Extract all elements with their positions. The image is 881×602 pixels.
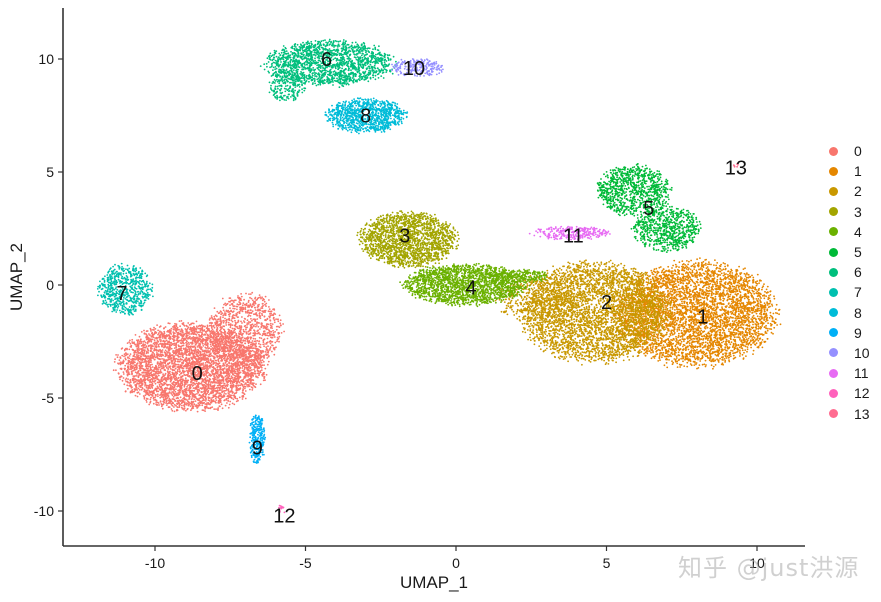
- x-axis-title: UMAP_1: [400, 573, 468, 592]
- cluster-label-12: 12: [273, 506, 295, 528]
- cluster-label-1: 1: [697, 307, 708, 329]
- legend-label: 5: [854, 244, 862, 260]
- legend-label: 4: [854, 224, 862, 240]
- legend-label: 8: [854, 305, 862, 321]
- legend-label: 11: [854, 365, 869, 381]
- y-axis-title: UMAP_2: [7, 243, 26, 311]
- x-tick-label: -5: [299, 555, 312, 571]
- legend-item-1: 1: [826, 161, 870, 181]
- legend-dot-icon: [829, 287, 838, 297]
- scatter-points: [96, 38, 782, 514]
- legend-item-6: 6: [826, 262, 870, 282]
- legend-item-3: 3: [826, 202, 870, 222]
- cluster-label-2: 2: [601, 292, 612, 314]
- legend-dot-icon: [829, 166, 838, 176]
- legend-label: 10: [854, 345, 870, 361]
- legend-item-12: 12: [826, 383, 870, 403]
- legend-dot-icon: [829, 227, 838, 237]
- cluster-label-4: 4: [465, 277, 476, 299]
- x-tick-label: 10: [749, 555, 765, 571]
- x-axis-ticks: -10 -5 0 5 10: [145, 546, 765, 571]
- legend-dot-icon: [829, 247, 838, 257]
- y-tick-label: -5: [42, 390, 55, 406]
- legend-label: 3: [854, 204, 862, 220]
- y-tick-label: -10: [34, 503, 54, 519]
- cluster-label-6: 6: [321, 49, 332, 71]
- legend-label: 2: [854, 183, 862, 199]
- legend-label: 1: [854, 163, 862, 179]
- legend-dot-icon: [829, 146, 838, 156]
- cluster-label-7: 7: [116, 283, 127, 305]
- legend-dot-icon: [829, 308, 838, 318]
- legend-item-11: 11: [826, 363, 870, 383]
- x-tick-label: 5: [603, 555, 611, 571]
- legend-item-5: 5: [826, 242, 870, 262]
- legend-item-4: 4: [826, 222, 870, 242]
- legend-item-9: 9: [826, 323, 870, 343]
- y-axis-ticks: -10 -5 0 5 10: [34, 51, 63, 519]
- y-tick-label: 10: [38, 51, 54, 67]
- legend-dot-icon: [829, 368, 838, 378]
- watermark: 知乎 @just洪源: [678, 548, 859, 583]
- cluster-label-5: 5: [643, 198, 654, 220]
- x-tick-label: 0: [452, 555, 460, 571]
- cluster-label-8: 8: [360, 106, 371, 128]
- x-tick-label: -10: [145, 555, 165, 571]
- legend-label: 13: [854, 406, 870, 422]
- legend-dot-icon: [829, 267, 838, 277]
- cluster-label-9: 9: [252, 438, 263, 460]
- cluster-label-10: 10: [403, 58, 425, 80]
- legend-dot-icon: [829, 186, 838, 196]
- legend-label: 6: [854, 264, 862, 280]
- legend-dot-icon: [829, 207, 838, 217]
- legend-label: 9: [854, 325, 862, 341]
- legend-item-0: 0: [826, 141, 870, 161]
- cluster-label-3: 3: [399, 225, 410, 247]
- legend-label: 0: [854, 143, 862, 159]
- legend-item-13: 13: [826, 403, 870, 423]
- legend-dot-icon: [829, 328, 838, 338]
- y-tick-label: 0: [46, 277, 54, 293]
- legend: 0 1 2 3 4 5 6 7 8 9 10 11 12 13: [826, 141, 870, 424]
- legend-item-2: 2: [826, 181, 870, 201]
- cluster-label-11: 11: [563, 225, 584, 247]
- legend-item-8: 8: [826, 303, 870, 323]
- legend-item-7: 7: [826, 282, 870, 302]
- legend-item-10: 10: [826, 343, 870, 363]
- y-tick-label: 5: [46, 164, 54, 180]
- legend-label: 12: [854, 385, 870, 401]
- legend-label: 7: [854, 284, 862, 300]
- legend-dot-icon: [829, 388, 838, 398]
- cluster-label-0: 0: [192, 363, 203, 385]
- cluster-label-13: 13: [725, 157, 747, 179]
- legend-dot-icon: [829, 348, 838, 358]
- legend-dot-icon: [829, 409, 838, 419]
